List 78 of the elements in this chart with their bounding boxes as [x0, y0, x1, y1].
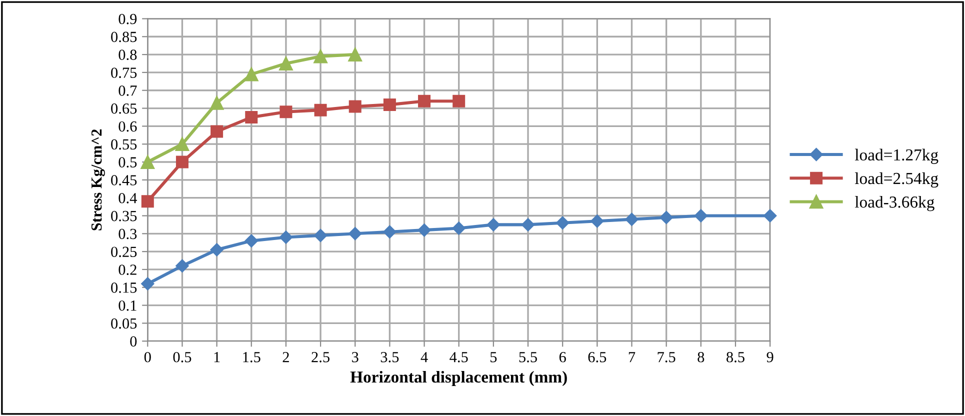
x-tick-label: 6.5	[588, 352, 606, 362]
y-tick-label: 0.6	[118, 121, 137, 132]
y-tick-label: 0.3	[118, 228, 137, 240]
x-tick-label: 3	[352, 352, 358, 362]
x-axis-title: Horizontal displacement (mm)	[350, 370, 567, 386]
y-tick-label: 0.45	[111, 175, 137, 186]
point	[383, 225, 396, 238]
point	[348, 227, 362, 240]
x-tick-label: 7	[628, 352, 636, 362]
x-tick-label: 8	[698, 352, 704, 362]
point	[141, 195, 154, 208]
y-tick-label: 0.65	[111, 103, 137, 114]
point	[521, 218, 535, 232]
point	[279, 56, 293, 70]
x-tick-label: 1	[214, 352, 220, 362]
legend-label: load=2.54kg	[854, 172, 938, 188]
y-tick-label: 0.8	[118, 50, 137, 60]
point	[210, 96, 224, 110]
x-tick-label: 3.5	[380, 352, 399, 362]
point	[176, 156, 188, 168]
x-tick-label: 8.5	[726, 352, 744, 362]
x-tick-label: 0.5	[173, 352, 192, 362]
y-tick-label: 0.25	[111, 246, 137, 258]
x-tick-label: 4	[420, 352, 428, 362]
y-tick-label: 0.85	[111, 32, 137, 42]
y-tick-label: 0	[130, 336, 137, 347]
point	[625, 212, 638, 226]
point	[418, 223, 431, 237]
legend-label: load=1.27kg	[854, 148, 938, 164]
point	[452, 222, 466, 235]
y-tick-label: 0.7	[118, 86, 137, 96]
point	[763, 209, 777, 222]
point	[348, 48, 362, 62]
point	[175, 137, 190, 152]
y-tick-label: 0.2	[118, 264, 136, 275]
x-tick-label: 9	[766, 352, 774, 362]
x-tick-label: 5.5	[519, 352, 537, 362]
x-tick-label: 7.5	[658, 352, 676, 362]
y-tick-label: 0.1	[118, 300, 136, 311]
x-tick-label: 5	[490, 352, 497, 362]
point	[314, 49, 328, 64]
legend-label: load-3.66kg	[854, 196, 934, 212]
point	[210, 125, 224, 138]
y-tick-label: 0.4	[118, 192, 137, 204]
x-tick-label: 2.5	[312, 352, 330, 362]
x-tick-label: 0	[144, 352, 151, 362]
y-tick-label: 0.35	[111, 210, 137, 222]
x-tick-label: 4.5	[450, 352, 468, 362]
point	[348, 100, 362, 113]
point	[314, 104, 327, 116]
point	[244, 234, 258, 248]
y-tick-label: 0.75	[111, 68, 137, 78]
point	[210, 243, 224, 256]
point	[314, 228, 328, 242]
point	[244, 67, 258, 82]
y-tick-label: 0.15	[111, 282, 137, 293]
x-tick-label: 6	[559, 352, 566, 362]
point	[141, 277, 154, 290]
point	[245, 110, 258, 124]
point	[556, 216, 570, 230]
y-tick-label: 0.55	[111, 139, 137, 150]
point	[452, 94, 466, 108]
point	[694, 209, 708, 222]
point	[280, 106, 292, 118]
point	[176, 259, 189, 272]
y-axis-title: Stress Kg/cm^2	[91, 129, 105, 230]
y-tick-label: 0.9	[118, 14, 137, 24]
point	[418, 94, 431, 108]
point	[140, 155, 155, 169]
point	[660, 210, 673, 224]
y-tick-label: 0.5	[118, 157, 137, 168]
point	[279, 230, 293, 244]
point	[590, 214, 604, 228]
x-tick-label: 1.5	[243, 352, 260, 362]
y-tick-label: 0.05	[111, 318, 137, 329]
point	[383, 98, 396, 111]
x-tick-label: 2	[282, 352, 289, 362]
point	[486, 218, 500, 232]
